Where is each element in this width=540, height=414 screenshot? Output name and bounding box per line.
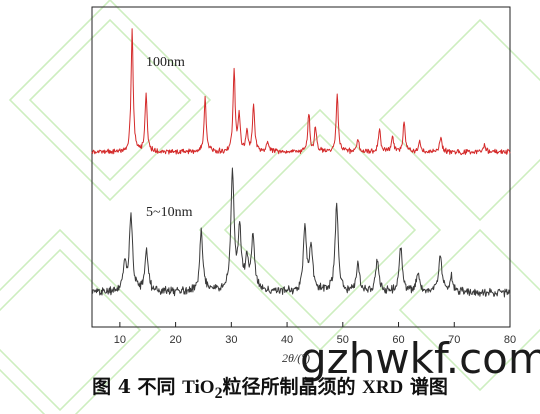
caption-text-2: 粒径所制晶须的 — [222, 376, 363, 398]
figure-caption: 图 4 不同 TiO2粒径所制晶须的 XRD 谱图 — [0, 372, 540, 403]
x-axis-ticks: 10 20 30 40 50 60 70 80 — [114, 322, 516, 346]
caption-formula-main: TiO — [182, 377, 215, 398]
watermark-text: gzhwkf.com — [300, 334, 540, 383]
caption-formula-sub: 2 — [214, 384, 223, 402]
x-tick-label: 80 — [504, 334, 516, 346]
x-tick-label: 30 — [225, 334, 237, 346]
x-tick-label: 10 — [114, 334, 126, 346]
x-tick-label: 60 — [392, 334, 404, 346]
caption-text-3: 谱图 — [403, 376, 448, 398]
series-line-100nm — [91, 28, 511, 156]
x-tick-label: 20 — [169, 334, 181, 346]
caption-xrd: XRD — [362, 377, 404, 398]
series-line-5-10nm — [91, 167, 511, 298]
x-tick-label: 50 — [337, 334, 349, 346]
x-tick-label: 40 — [281, 334, 293, 346]
spectra-group — [91, 28, 511, 298]
caption-text-1: 不同 — [137, 376, 183, 398]
x-tick-label: 70 — [448, 334, 460, 346]
x-axis-label: 2θ/(°) — [282, 351, 310, 365]
series-label-100nm: 100nm — [146, 55, 185, 70]
caption-prefix: 图 4 — [92, 376, 131, 398]
plot-frame — [91, 6, 511, 328]
series-label-5-10nm: 5~10nm — [146, 205, 193, 220]
